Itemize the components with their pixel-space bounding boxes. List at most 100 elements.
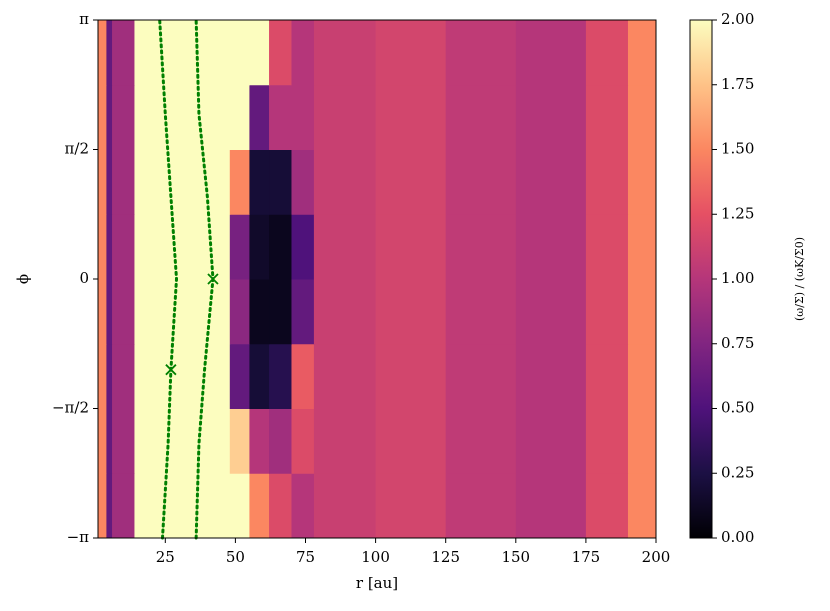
heat-cell <box>98 343 107 409</box>
heat-cell <box>269 279 292 345</box>
heat-cell <box>207 343 231 409</box>
heat-cell <box>375 84 447 150</box>
heat-cell <box>627 149 657 215</box>
heat-cell <box>515 149 587 215</box>
x-tick-label: 25 <box>156 548 175 566</box>
heat-cell <box>515 473 587 539</box>
heat-cell <box>98 214 107 280</box>
heat-cell <box>249 20 270 86</box>
heat-cell <box>249 343 270 409</box>
heat-cell <box>313 279 377 345</box>
heat-cell <box>375 473 447 539</box>
heat-cell <box>98 408 107 474</box>
y-axis-label: ϕ <box>14 274 32 284</box>
heat-cell <box>445 149 517 215</box>
heat-cell <box>291 473 315 539</box>
heat-cell <box>375 149 447 215</box>
y-tick-label: π/2 <box>65 140 89 158</box>
heat-cell <box>134 84 208 150</box>
heat-cell <box>515 214 587 280</box>
heat-cell <box>269 408 292 474</box>
heat-cell <box>106 84 113 150</box>
y-tick-label: −π <box>67 528 90 546</box>
x-tick-label: 100 <box>361 548 390 566</box>
heat-cell <box>291 149 315 215</box>
heat-cell <box>375 408 447 474</box>
heat-cell <box>515 408 587 474</box>
heat-cell <box>207 214 231 280</box>
heat-cell <box>229 343 250 409</box>
heat-cell <box>98 149 107 215</box>
heat-cell <box>313 20 377 86</box>
colorbar-tick-label: 0.25 <box>721 463 754 481</box>
heat-cell <box>585 473 629 539</box>
heat-cell <box>98 84 107 150</box>
heat-cell <box>445 473 517 539</box>
x-tick-label: 150 <box>501 548 530 566</box>
heat-cell <box>585 279 629 345</box>
heat-cell <box>445 279 517 345</box>
heat-cell <box>291 84 315 150</box>
track-line <box>158 18 179 540</box>
heat-cell <box>291 214 315 280</box>
y-tick-label: 0 <box>79 269 89 287</box>
heat-cell <box>269 84 292 150</box>
heat-cell <box>112 20 135 86</box>
colorbar-tick-label: 1.00 <box>721 269 754 287</box>
heat-cell <box>134 214 208 280</box>
colorbar-tick-label: 1.75 <box>721 75 754 93</box>
heat-cell <box>585 343 629 409</box>
heat-cell <box>375 279 447 345</box>
heat-cell <box>445 408 517 474</box>
heat-cell <box>112 149 135 215</box>
heat-cell <box>375 343 447 409</box>
colorbar-tick-label: 0.50 <box>721 399 754 417</box>
heat-cell <box>229 20 250 86</box>
heat-cell <box>515 343 587 409</box>
heat-cell <box>269 473 292 539</box>
colorbar-tick-label: 0.00 <box>721 528 754 546</box>
heat-cell <box>207 473 231 539</box>
heat-cell <box>375 20 447 86</box>
heat-cell <box>106 149 113 215</box>
heat-cell <box>515 279 587 345</box>
heat-cell <box>249 473 270 539</box>
heat-cell <box>249 149 270 215</box>
heat-cell <box>627 473 657 539</box>
heat-cell <box>229 84 250 150</box>
heat-cell <box>269 343 292 409</box>
heat-cell <box>229 214 250 280</box>
colorbar-tick-label: 0.75 <box>721 334 754 352</box>
heat-cell <box>585 20 629 86</box>
heat-cell <box>627 408 657 474</box>
heat-cell <box>249 214 270 280</box>
heat-cell <box>207 149 231 215</box>
heat-cell <box>585 84 629 150</box>
heat-cell <box>313 214 377 280</box>
heat-cell <box>627 20 657 86</box>
heat-cell <box>291 20 315 86</box>
x-tick-label: 75 <box>296 548 315 566</box>
heat-cell <box>112 279 135 345</box>
heat-cell <box>229 279 250 345</box>
heat-cell <box>98 20 107 86</box>
heat-cell <box>515 20 587 86</box>
colorbar-label: (ω/Σ) / (ωK/Σ0) <box>793 237 806 321</box>
heat-cell <box>445 20 517 86</box>
colorbar <box>689 19 713 539</box>
x-tick-label: 125 <box>431 548 460 566</box>
heat-cell <box>445 84 517 150</box>
heat-cell <box>207 408 231 474</box>
heat-cell <box>112 473 135 539</box>
heat-cell <box>291 408 315 474</box>
heat-cell <box>249 84 270 150</box>
heat-cell <box>134 279 208 345</box>
heat-cell <box>269 20 292 86</box>
x-tick-label: 50 <box>226 548 245 566</box>
heat-cell <box>106 20 113 86</box>
heat-cell <box>112 343 135 409</box>
y-tick-label: −π/2 <box>52 399 89 417</box>
colorbar-tick-label: 2.00 <box>721 10 754 28</box>
heat-cell <box>627 279 657 345</box>
x-tick-label: 200 <box>642 548 671 566</box>
